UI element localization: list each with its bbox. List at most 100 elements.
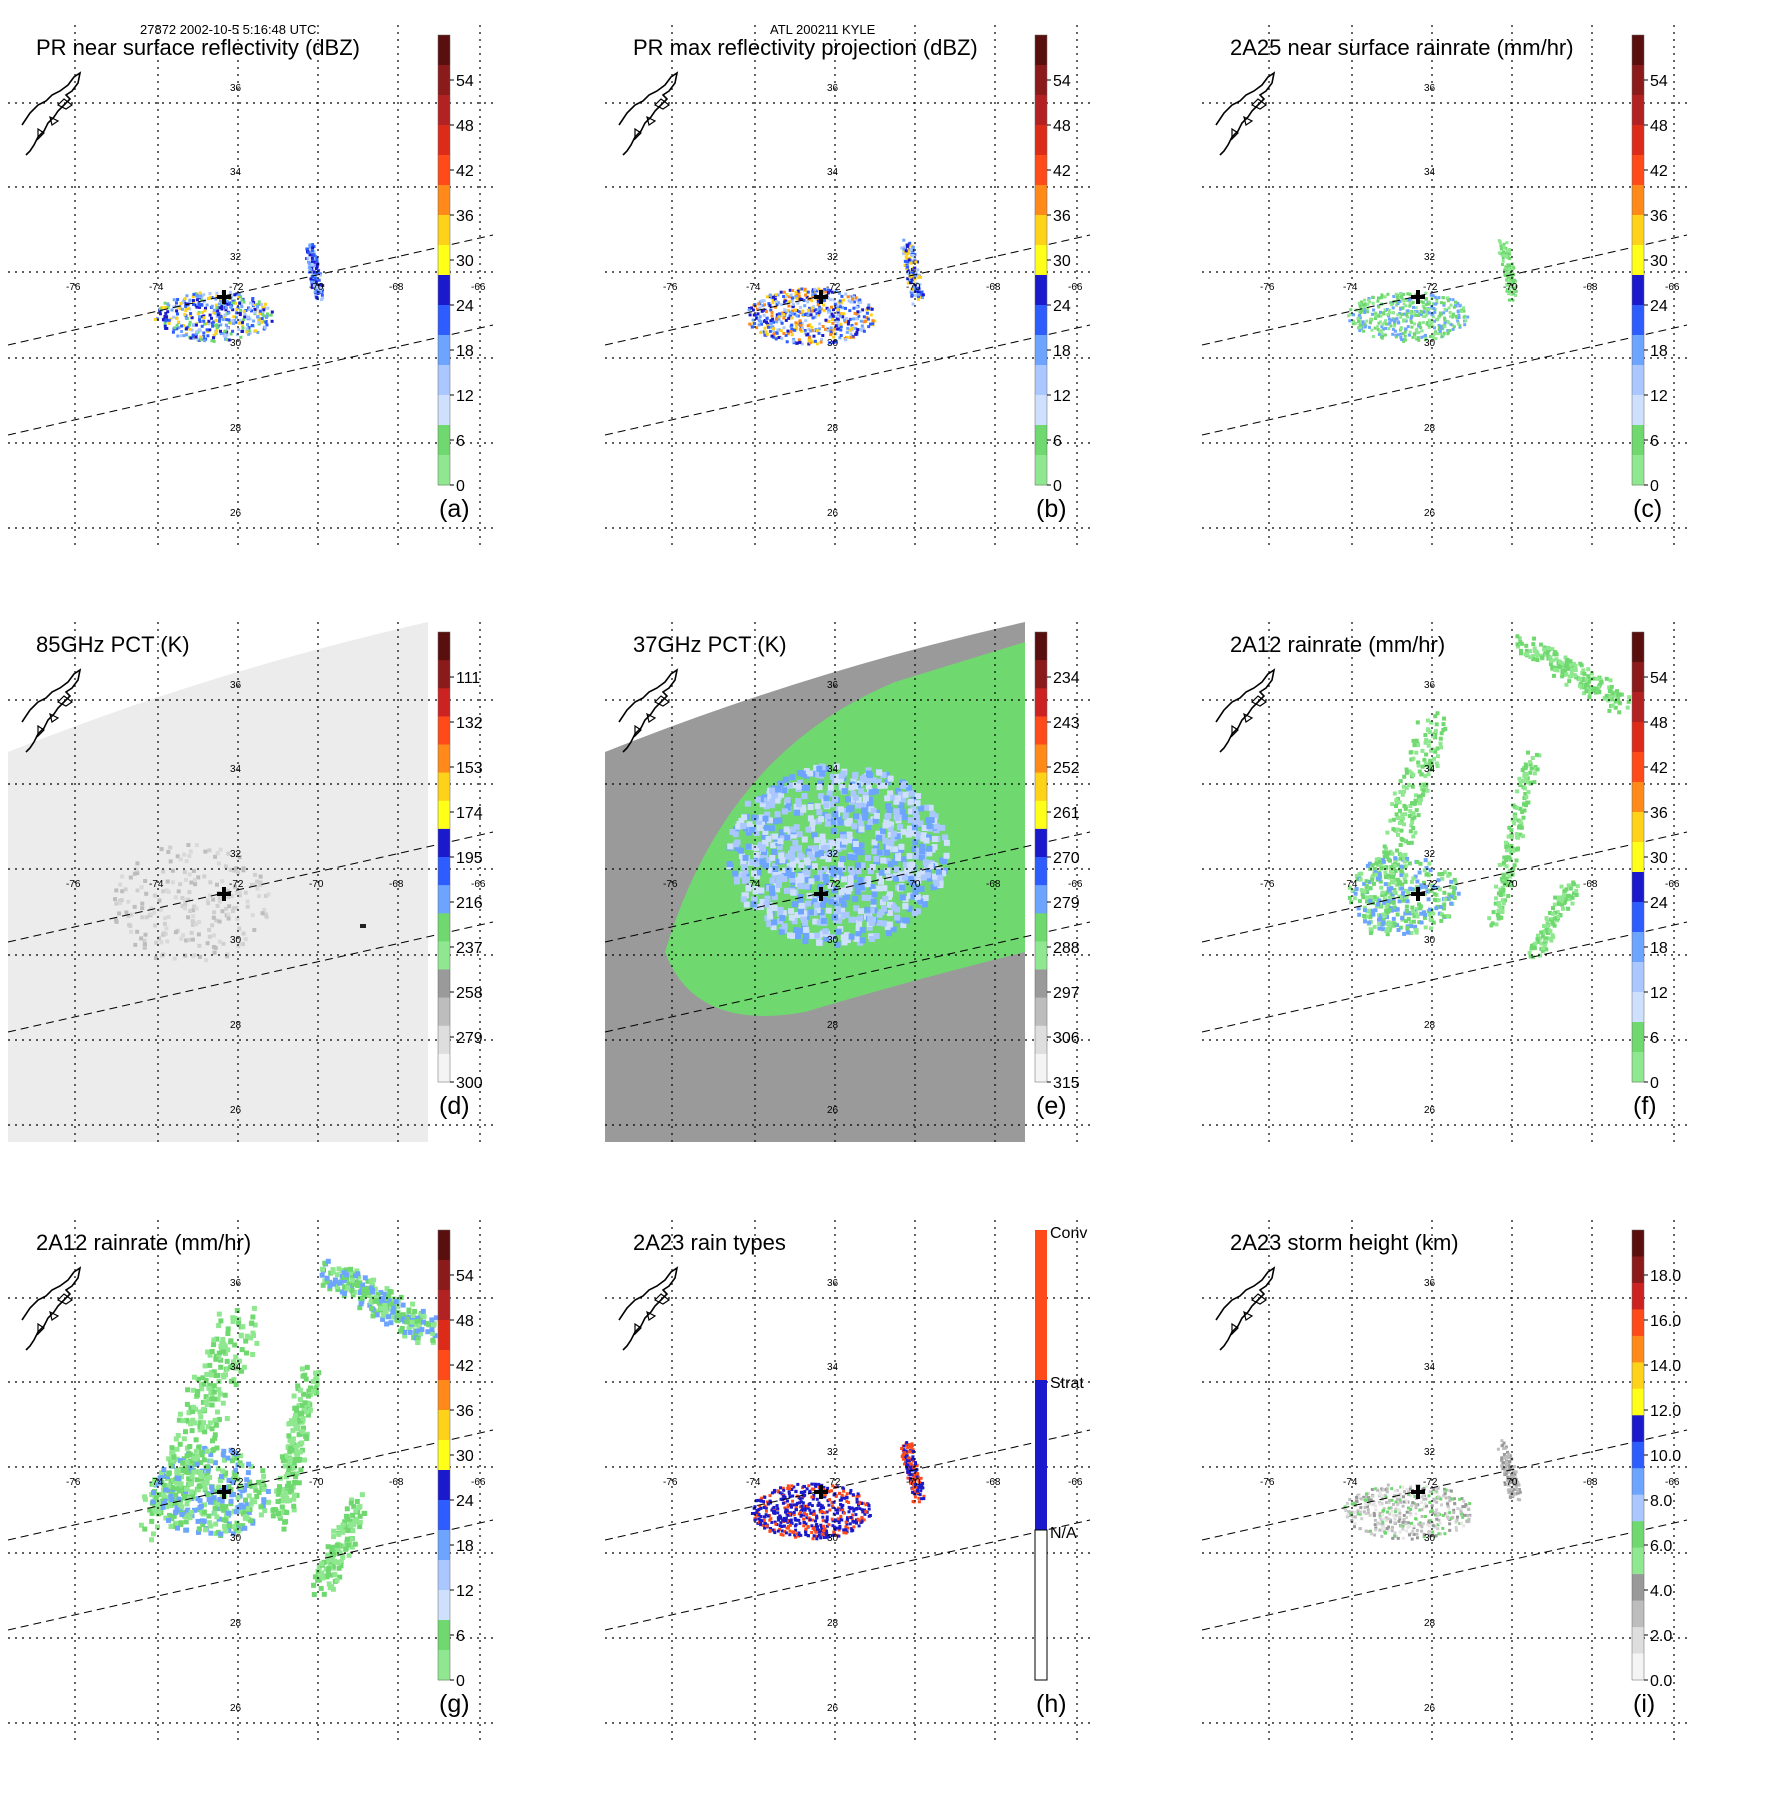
colorbar-label: 279	[456, 1030, 483, 1047]
longitude-tick-label: -74	[1343, 879, 1358, 890]
colorbar-label: 12	[1650, 388, 1668, 405]
colorbar-label: 261	[1053, 805, 1080, 822]
longitude-tick-label: -74	[746, 282, 761, 293]
colorbar-label: 24	[1053, 298, 1071, 315]
latitude-tick-label: 34	[1424, 764, 1436, 775]
coastline-bays-path	[38, 99, 72, 139]
pr-swath-edge-south	[1202, 325, 1687, 435]
colorbar-label: 12	[456, 1583, 474, 1600]
colorbar-label: 0	[1650, 478, 1659, 495]
pr-swath-edge-south	[1202, 1520, 1687, 1630]
longitude-tick-label: -72	[826, 879, 841, 890]
latitude-tick-label: 26	[1424, 508, 1436, 519]
panel-letter-label: (e)	[1036, 1092, 1067, 1121]
colorbar-label: 12	[456, 388, 474, 405]
colorbar-label: 18	[1650, 940, 1668, 957]
colorbar-label: 48	[456, 1313, 474, 1330]
latitude-tick-label: 32	[1424, 252, 1436, 263]
coastline-path	[1216, 1268, 1274, 1350]
latitude-tick-label: 36	[230, 83, 242, 94]
colorbar-label: 234	[1053, 670, 1080, 687]
latitude-tick-label: 32	[230, 849, 242, 860]
colorbar-label: 48	[1650, 118, 1668, 135]
colorbar-label: Conv	[1050, 1225, 1087, 1242]
latitude-tick-label: 28	[230, 1020, 242, 1031]
latitude-tick-label: 26	[230, 1703, 242, 1714]
colorbar-label: 48	[456, 118, 474, 135]
latitude-tick-label: 26	[827, 1703, 839, 1714]
colorbar-label: 42	[1650, 163, 1668, 180]
longitude-tick-label: -66	[471, 282, 486, 293]
rainrate-south-band	[1528, 881, 1580, 960]
colorbar-label: 12.0	[1650, 1403, 1681, 1420]
longitude-tick-label: -76	[663, 879, 678, 890]
latitude-tick-label: 30	[827, 935, 839, 946]
longitude-tick-label: -70	[906, 879, 921, 890]
longitude-tick-label: -74	[149, 1477, 164, 1488]
coastline-bays-path	[38, 1294, 72, 1334]
longitude-tick-label: -72	[229, 879, 244, 890]
colorbar-label: 48	[1053, 118, 1071, 135]
colorbar-label: 30	[456, 1448, 474, 1465]
surface-rainrate-core	[1347, 292, 1469, 343]
coastline-path	[1216, 73, 1274, 155]
colorbar-label: 6.0	[1650, 1538, 1672, 1555]
colorbar-label: 24	[456, 1493, 474, 1510]
panel-letter-label: (g)	[439, 1690, 470, 1719]
colorbar-label: 54	[1053, 73, 1071, 90]
colorbar-label: 315	[1053, 1075, 1080, 1092]
map-svg: -76-74-72-70-68-663634323028265448423630…	[8, 1220, 598, 1800]
colorbar-label: 24	[1650, 895, 1668, 912]
longitude-tick-label: -76	[1260, 879, 1275, 890]
longitude-tick-label: -68	[1583, 879, 1598, 890]
longitude-tick-label: -74	[149, 879, 164, 890]
panel-letter-label: (f)	[1633, 1092, 1657, 1121]
coastline-bays-path	[1232, 696, 1266, 736]
rainrate-south-band	[311, 1492, 367, 1597]
panel-title: 2A23 rain types	[633, 1230, 786, 1256]
colorbar-label: 36	[1650, 805, 1668, 822]
latitude-tick-label: 26	[1424, 1703, 1436, 1714]
latitude-tick-label: 26	[827, 508, 839, 519]
longitude-tick-label: -70	[1503, 879, 1518, 890]
longitude-tick-label: -70	[906, 1477, 921, 1488]
longitude-tick-label: -66	[1068, 879, 1083, 890]
colorbar-label: 0	[1650, 1075, 1659, 1092]
latitude-tick-label: 34	[827, 764, 839, 775]
longitude-tick-label: -68	[389, 879, 404, 890]
colorbar-label: 24	[456, 298, 474, 315]
colorbar-label: Strat	[1050, 1375, 1084, 1392]
longitude-tick-label: -68	[1583, 282, 1598, 293]
panel-title: 2A23 storm height (km)	[1230, 1230, 1459, 1256]
latitude-tick-label: 36	[230, 680, 242, 691]
longitude-tick-label: -76	[66, 879, 81, 890]
longitude-tick-label: -68	[986, 282, 1001, 293]
max-reflectivity-core-echoes	[748, 287, 877, 345]
rain-type-core	[751, 1483, 872, 1541]
map-svg: -76-74-72-70-68-663634323028265448423630…	[1202, 25, 1771, 605]
colorbar-label: 36	[1053, 208, 1071, 225]
longitude-tick-label: -70	[1503, 1477, 1518, 1488]
longitude-tick-label: -76	[1260, 1477, 1275, 1488]
latitude-tick-label: 36	[827, 83, 839, 94]
latitude-tick-label: 34	[827, 1362, 839, 1373]
latitude-tick-label: 28	[1424, 1020, 1436, 1031]
latitude-tick-label: 34	[1424, 167, 1436, 178]
longitude-tick-label: -76	[663, 1477, 678, 1488]
latitude-tick-label: 30	[827, 338, 839, 349]
latitude-tick-label: 32	[1424, 849, 1436, 860]
colorbar-label: 132	[456, 715, 483, 732]
colorbar-label: 14.0	[1650, 1358, 1681, 1375]
panel-title: 37GHz PCT (K)	[633, 632, 787, 658]
longitude-tick-label: -66	[471, 879, 486, 890]
colorbar-label: 30	[1053, 253, 1071, 270]
map-svg: -76-74-72-70-68-663634323028265448423630…	[605, 25, 1195, 605]
longitude-tick-label: -70	[906, 282, 921, 293]
latitude-tick-label: 34	[1424, 1362, 1436, 1373]
latitude-tick-label: 28	[827, 423, 839, 434]
rainrate-east-band	[270, 1365, 321, 1532]
